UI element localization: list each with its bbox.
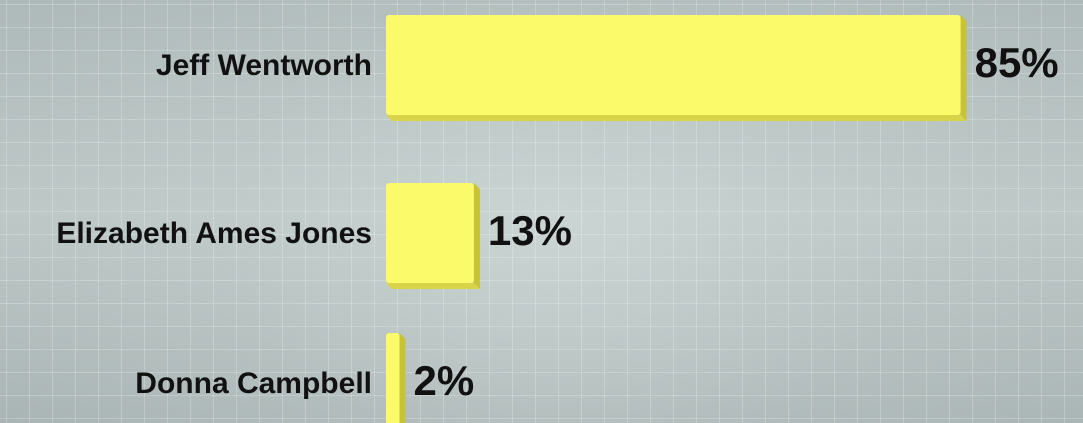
value-label-donna-campbell: 2% bbox=[414, 357, 475, 404]
bar-bottom-jeff-wentworth bbox=[386, 115, 967, 121]
bar-donna-campbell bbox=[386, 333, 400, 423]
bar-elizabeth-ames-jones bbox=[386, 183, 474, 283]
category-label-jeff-wentworth: Jeff Wentworth bbox=[156, 49, 372, 82]
bar-side-elizabeth-ames-jones bbox=[473, 183, 480, 289]
category-label-donna-campbell: Donna Campbell bbox=[135, 367, 372, 400]
value-label-elizabeth-ames-jones: 13% bbox=[488, 207, 572, 254]
bar-jeff-wentworth bbox=[386, 15, 961, 115]
category-label-elizabeth-ames-jones: Elizabeth Ames Jones bbox=[56, 217, 372, 250]
bar-bottom-elizabeth-ames-jones bbox=[386, 283, 480, 289]
bar-side-donna-campbell bbox=[399, 333, 406, 423]
value-label-jeff-wentworth: 85% bbox=[975, 39, 1059, 86]
bar-side-jeff-wentworth bbox=[960, 15, 967, 121]
